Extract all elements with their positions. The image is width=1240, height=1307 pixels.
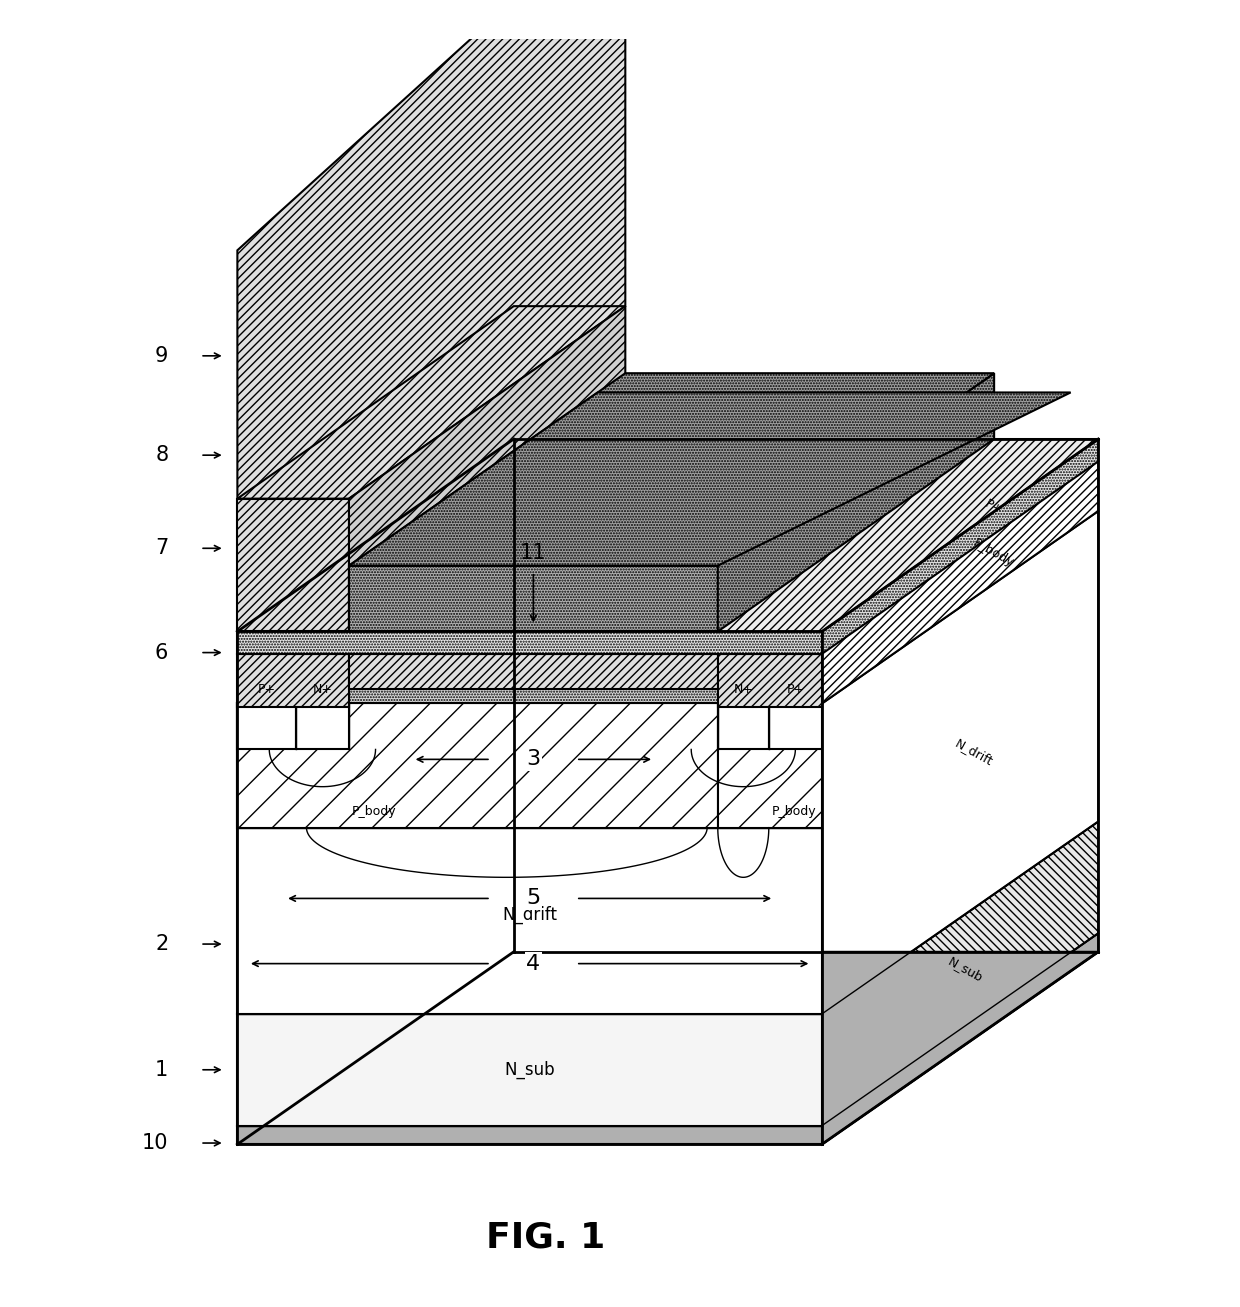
Polygon shape <box>348 588 718 631</box>
Text: 11: 11 <box>520 544 547 563</box>
Text: 2: 2 <box>155 935 169 954</box>
Text: N_drift: N_drift <box>952 737 996 769</box>
Text: 4: 4 <box>526 954 541 974</box>
Polygon shape <box>237 703 296 749</box>
Polygon shape <box>822 933 1099 1145</box>
Text: N_drift: N_drift <box>502 906 557 924</box>
Polygon shape <box>237 439 1099 631</box>
Polygon shape <box>348 654 718 689</box>
Text: 9: 9 <box>155 346 169 366</box>
Polygon shape <box>718 654 822 707</box>
Polygon shape <box>822 511 1099 1014</box>
Text: 7: 7 <box>155 538 169 558</box>
Text: P_body: P_body <box>971 537 1016 570</box>
Polygon shape <box>348 392 1070 566</box>
Text: P+: P+ <box>786 684 805 697</box>
Polygon shape <box>718 374 994 631</box>
Polygon shape <box>296 703 348 749</box>
Polygon shape <box>348 306 625 631</box>
Polygon shape <box>237 951 1099 1145</box>
Polygon shape <box>237 703 718 827</box>
Text: P_body: P_body <box>773 805 817 818</box>
Polygon shape <box>237 1125 822 1145</box>
Polygon shape <box>769 703 822 749</box>
Polygon shape <box>348 566 718 631</box>
Polygon shape <box>237 703 822 1014</box>
Text: 3: 3 <box>526 749 541 770</box>
Polygon shape <box>822 822 1099 1125</box>
Text: N_sub: N_sub <box>946 955 986 984</box>
Polygon shape <box>822 439 1099 654</box>
Polygon shape <box>822 455 1099 703</box>
Polygon shape <box>237 306 625 499</box>
Polygon shape <box>718 703 822 827</box>
Text: N_sub: N_sub <box>505 1061 556 1078</box>
Polygon shape <box>237 499 348 631</box>
Text: FIG. 1: FIG. 1 <box>486 1221 605 1255</box>
Polygon shape <box>718 703 769 749</box>
Text: 6: 6 <box>155 643 169 663</box>
Text: 1: 1 <box>155 1060 169 1080</box>
Text: P+: P+ <box>258 684 275 697</box>
Polygon shape <box>348 374 994 566</box>
Text: P+: P+ <box>982 497 1004 518</box>
Polygon shape <box>237 1014 822 1125</box>
Text: 8: 8 <box>155 446 169 465</box>
Text: N+: N+ <box>312 684 332 697</box>
Text: P_body: P_body <box>352 805 397 818</box>
Polygon shape <box>237 0 625 499</box>
Polygon shape <box>348 689 718 703</box>
Polygon shape <box>237 631 822 654</box>
Polygon shape <box>237 654 348 707</box>
Text: 5: 5 <box>526 889 541 908</box>
Text: N+: N+ <box>733 684 753 697</box>
Text: 10: 10 <box>141 1133 169 1153</box>
